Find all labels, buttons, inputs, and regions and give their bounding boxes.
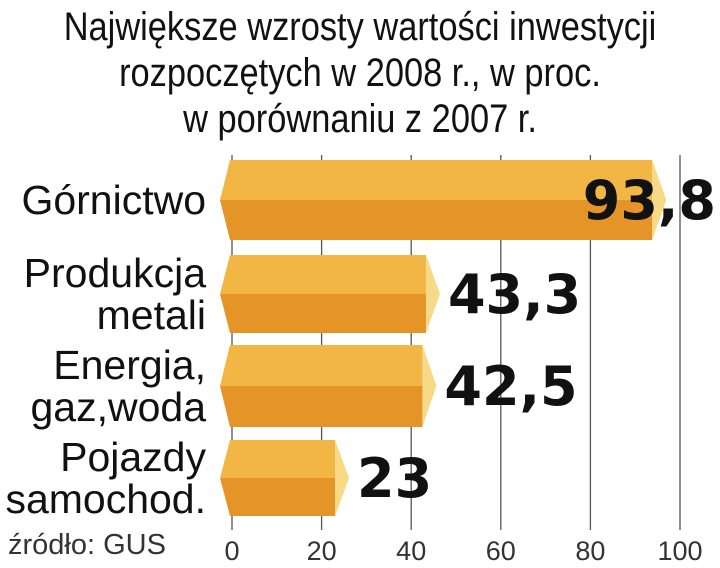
chart-title-line-1: Największe wzrosty wartości inwestycji: [63, 5, 657, 49]
bar-top-face: [220, 160, 653, 200]
value-label: 43,3: [448, 263, 581, 326]
category-label: Pojazdy: [60, 434, 206, 480]
category-label: gaz,woda: [30, 384, 206, 430]
value-label: 93,8: [583, 169, 716, 232]
bar-top-face: [220, 440, 336, 478]
bar-bottom-face: [220, 200, 653, 240]
category-label: metali: [97, 292, 206, 338]
bar: [220, 255, 440, 333]
x-axis: 0 20 40 60 80 100: [224, 536, 702, 566]
bar: [220, 345, 437, 427]
category-label: Górnictwo: [21, 177, 206, 223]
x-tick-label: 40: [396, 536, 426, 566]
bar-bottom-face: [220, 478, 336, 516]
value-label: 42,5: [444, 355, 577, 418]
bar: [220, 160, 667, 240]
category-label: Produkcja: [24, 250, 207, 296]
bar: [220, 440, 350, 516]
category-label: Energia,: [53, 342, 206, 388]
source-note: źródło: GUS: [8, 529, 166, 561]
bar-end-cap: [422, 345, 437, 427]
chart-title: Największe wzrosty wartości inwestycji r…: [50, 4, 669, 142]
bar-end-cap: [425, 255, 440, 333]
x-tick-label: 20: [307, 536, 337, 566]
x-tick-label: 80: [575, 536, 605, 566]
bar-end-cap: [335, 440, 350, 516]
bar-bottom-face: [220, 386, 423, 427]
x-tick-label: 100: [657, 536, 702, 566]
chart-title-line-3: w porównaniu z 2007 r.: [183, 97, 537, 141]
x-tick-label: 60: [486, 536, 516, 566]
value-label: 23: [357, 447, 432, 510]
chart-title-line-2: rozpoczętych w 2008 r., w proc.: [119, 51, 601, 95]
category-label: samochod.: [5, 476, 206, 522]
bars: [220, 160, 667, 516]
bar-end-cap: [652, 160, 667, 240]
bar-top-face: [220, 345, 423, 386]
bar-top-face: [220, 255, 426, 294]
x-tick-label: 0: [224, 536, 239, 566]
bar-bottom-face: [220, 294, 426, 333]
